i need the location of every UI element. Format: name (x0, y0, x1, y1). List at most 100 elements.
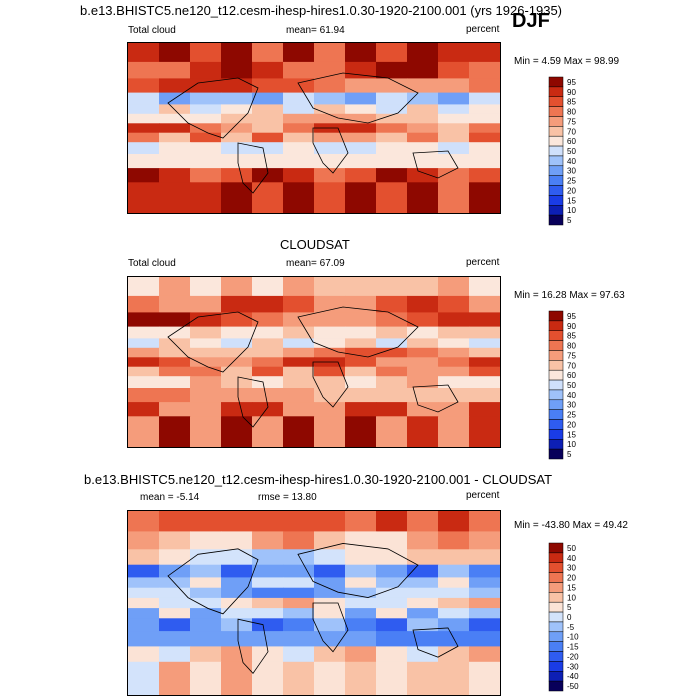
heatmap-cell (376, 104, 408, 115)
heatmap-cell (376, 312, 408, 328)
heatmap-cell (159, 182, 191, 213)
heatmap-cell (376, 646, 408, 663)
colorbar-swatch (548, 96, 564, 107)
heatmap-cell (314, 154, 346, 169)
colorbar-tick-label: 80 (567, 342, 576, 351)
colorbar-swatch (548, 601, 564, 613)
heatmap-cell (438, 661, 470, 695)
heatmap-cell (314, 347, 346, 358)
heatmap-cell (159, 78, 191, 94)
coastline (297, 306, 419, 358)
heatmap-cell (438, 376, 470, 389)
colorbar-swatch (548, 165, 564, 176)
heatmap-cell (469, 142, 500, 155)
heatmap-cell (314, 142, 346, 155)
heatmap-cell (345, 295, 377, 313)
heatmap-cell (376, 168, 408, 183)
heatmap-cell (159, 402, 191, 417)
heatmap-cell (314, 564, 346, 578)
heatmap-cell (252, 416, 284, 447)
heatmap-cell (283, 277, 315, 297)
heatmap-cell (128, 646, 160, 663)
colorbar-tick-label: 10 (567, 206, 576, 215)
coastline (237, 376, 269, 428)
heatmap-cell (438, 587, 470, 599)
heatmap-cell (252, 631, 284, 647)
heatmap-cell (345, 388, 377, 403)
heatmap-cell (252, 376, 284, 389)
panel2-min-max: Min = 16.28 Max = 97.63 (514, 290, 625, 301)
heatmap-cell (469, 61, 500, 79)
heatmap-cell (407, 113, 439, 124)
colorbar-tick-label: -15 (567, 643, 579, 652)
colorbar-tick-label: 50 (567, 544, 576, 553)
heatmap-cell (159, 388, 191, 403)
heatmap-cell (376, 142, 408, 155)
heatmap-cell (221, 78, 253, 94)
heatmap-cell (283, 113, 315, 124)
panel1-map (127, 42, 501, 214)
heatmap-cell (159, 587, 191, 599)
heatmap-cell (252, 357, 284, 368)
colorbar-tick-label: 50 (567, 381, 576, 390)
heatmap-cell (128, 43, 160, 63)
colorbar-swatch (548, 360, 564, 371)
heatmap-cell (190, 564, 222, 578)
heatmap-cell (438, 123, 470, 134)
heatmap-cell (283, 511, 315, 532)
heatmap-cell (159, 132, 191, 143)
heatmap-cell (345, 366, 377, 377)
colorbar-swatch (548, 429, 564, 440)
heatmap-cell (407, 416, 439, 447)
heatmap-cell (438, 43, 470, 63)
heatmap-cell (128, 123, 160, 134)
panel3-min-max: Min = -43.80 Max = 49.42 (514, 520, 628, 531)
heatmap-cell (376, 597, 408, 609)
panel1-left-label: Total cloud (128, 25, 176, 36)
heatmap-cell (252, 132, 284, 143)
heatmap-cell (407, 366, 439, 377)
colorbar-swatch (548, 671, 564, 682)
colorbar-swatch (548, 350, 564, 361)
heatmap-cell (407, 154, 439, 169)
heatmap-cell (438, 608, 470, 619)
heatmap-cell (128, 277, 160, 297)
heatmap-cell (221, 631, 253, 647)
heatmap-cell (314, 402, 346, 417)
panel1-min-max: Min = 4.59 Max = 98.99 (514, 56, 620, 67)
heatmap-cell (407, 295, 439, 313)
heatmap-cell (438, 277, 470, 297)
heatmap-cell (221, 104, 253, 115)
panel2-mean-label: mean= 67.09 (286, 258, 345, 269)
panel2-units-label: percent (466, 257, 500, 268)
heatmap-cell (221, 402, 253, 417)
heatmap-cell (283, 577, 315, 589)
heatmap-cell (128, 376, 160, 389)
heatmap-cell (128, 61, 160, 79)
heatmap-cell (221, 326, 253, 339)
heatmap-cell (469, 618, 500, 632)
heatmap-cell (376, 366, 408, 377)
heatmap-cell (345, 61, 377, 79)
heatmap-cell (221, 154, 253, 169)
heatmap-cell (221, 549, 253, 566)
heatmap-cell (314, 168, 346, 183)
colorbar-tick-label: 5 (567, 603, 572, 612)
heatmap-cell (469, 402, 500, 417)
heatmap-cell (221, 168, 253, 183)
heatmap-cell (128, 511, 160, 532)
heatmap-cell (283, 597, 315, 609)
heatmap-cell (283, 661, 315, 695)
heatmap-cell (252, 661, 284, 695)
colorbar-tick-label: 5 (567, 450, 572, 459)
heatmap-cell (128, 661, 160, 695)
heatmap-cell (128, 416, 160, 447)
colorbar-tick-label: -5 (567, 623, 575, 632)
colorbar-tick-label: 85 (567, 98, 576, 107)
heatmap-cell (407, 61, 439, 79)
heatmap-cell (159, 61, 191, 79)
heatmap-cell (314, 388, 346, 403)
heatmap-cell (376, 113, 408, 124)
heatmap-cell (252, 402, 284, 417)
